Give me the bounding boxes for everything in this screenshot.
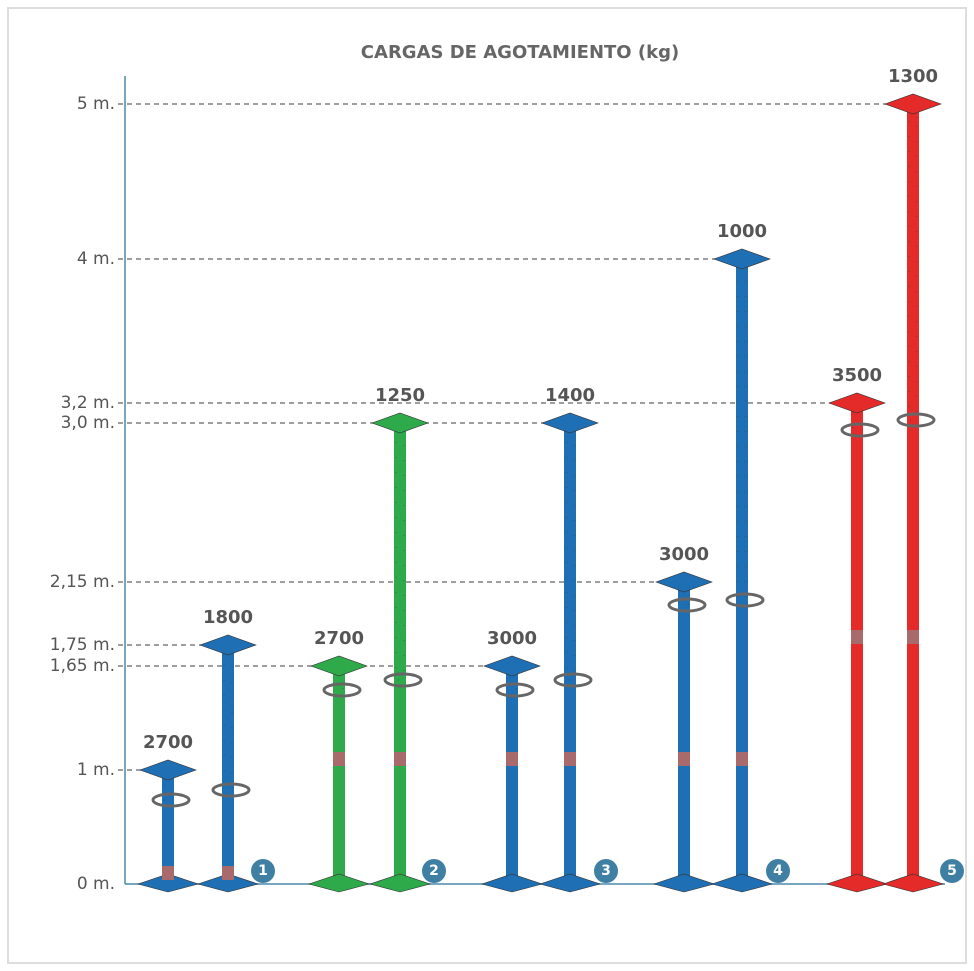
level-label: 4 m.: [77, 249, 115, 269]
load-label: 3000: [487, 628, 537, 649]
base-plate: [538, 873, 602, 893]
top-plate: [199, 634, 257, 656]
level-label: 0 m.: [77, 874, 115, 894]
prop: [710, 248, 774, 893]
level-label: 3,2 m.: [61, 393, 115, 413]
collar: [151, 792, 191, 808]
prop: [136, 759, 200, 893]
prop: [480, 655, 544, 893]
base-plate: [196, 873, 260, 893]
base-plate: [825, 873, 889, 893]
prop-tube: [333, 666, 345, 884]
top-plate: [713, 248, 771, 270]
top-plate: [828, 392, 886, 414]
group-badge: [594, 859, 618, 883]
load-label: 2700: [143, 732, 193, 753]
marker: [564, 752, 576, 766]
base-plate: [368, 873, 432, 893]
collar: [553, 672, 593, 688]
marker: [394, 752, 406, 766]
prop-inner: [163, 769, 173, 801]
collar: [495, 682, 535, 698]
marker: [506, 752, 518, 766]
load-label: 1000: [717, 221, 767, 242]
marker: [333, 752, 345, 766]
prop: [307, 655, 371, 893]
marker: [851, 630, 863, 644]
level-label: 3,0 m.: [61, 413, 115, 433]
group-number: 2: [429, 863, 439, 879]
prop-inner: [679, 581, 689, 606]
prop: [825, 392, 889, 893]
collar: [211, 782, 251, 798]
load-label: 1300: [888, 66, 938, 87]
prop-inner: [852, 402, 862, 431]
level-label: 1,65 m.: [50, 656, 115, 676]
group-badge: [251, 859, 275, 883]
load-label: 1800: [203, 607, 253, 628]
top-plate: [541, 412, 599, 434]
marker: [736, 752, 748, 766]
level-label: 5 m.: [77, 94, 115, 114]
load-label: 3500: [832, 365, 882, 386]
top-plate: [655, 571, 713, 593]
level-label: 1,75 m.: [50, 635, 115, 655]
group-badge: [422, 859, 446, 883]
collar: [725, 592, 765, 608]
prop-inner: [223, 644, 233, 791]
load-label: 3000: [659, 544, 709, 565]
group-number: 5: [947, 863, 957, 879]
title: CARGAS DE AGOTAMIENTO (kg): [361, 42, 679, 63]
frame: [7, 7, 967, 964]
top-plate: [139, 759, 197, 781]
base-plate: [881, 873, 945, 893]
collar: [840, 422, 880, 438]
group-number: 4: [773, 863, 783, 879]
base-plate: [307, 873, 371, 893]
marker: [678, 752, 690, 766]
prop-inner: [507, 665, 517, 691]
group-badge: [766, 859, 790, 883]
prop-inner: [395, 422, 405, 681]
level-label: 1 m.: [77, 760, 115, 780]
top-plate: [884, 93, 942, 115]
collar: [383, 672, 423, 688]
load-label: 1400: [545, 385, 595, 406]
collar: [896, 412, 936, 428]
group-number: 1: [258, 863, 268, 879]
group-number: 3: [601, 863, 611, 879]
prop-tube: [678, 582, 690, 884]
prop: [368, 412, 432, 893]
base-plate: [652, 873, 716, 893]
prop: [652, 571, 716, 893]
prop-inner: [565, 422, 575, 681]
prop-inner: [908, 103, 918, 421]
marker: [907, 630, 919, 644]
level-label: 2,15 m.: [50, 572, 115, 592]
load-label: 2700: [314, 628, 364, 649]
top-plate: [483, 655, 541, 677]
group-badge: [940, 859, 964, 883]
top-plate: [371, 412, 429, 434]
collar: [667, 597, 707, 613]
base-plate: [710, 873, 774, 893]
prop-inner: [737, 258, 747, 601]
prop: [881, 93, 945, 893]
load-label: 1250: [375, 385, 425, 406]
prop-inner: [334, 665, 344, 691]
top-plate: [310, 655, 368, 677]
marker: [162, 866, 174, 880]
collar: [322, 682, 362, 698]
prop: [538, 412, 602, 893]
prop: [196, 634, 260, 893]
base-plate: [480, 873, 544, 893]
prop-tube: [506, 666, 518, 884]
marker: [222, 866, 234, 880]
